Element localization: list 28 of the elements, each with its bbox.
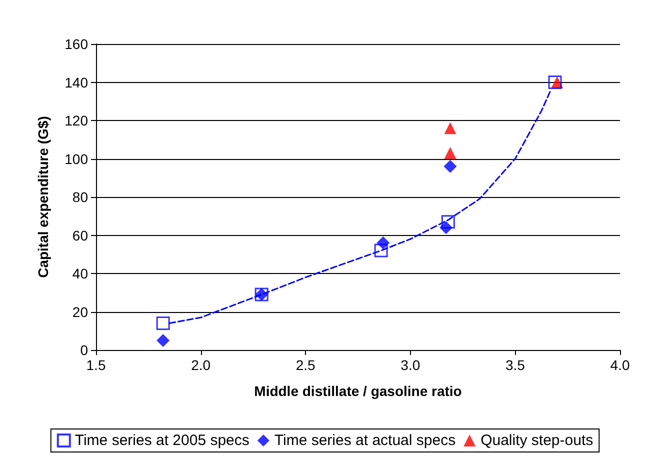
point [548,76,562,89]
legend-label: Time series at actual specs [274,432,456,449]
point [441,215,455,229]
point [444,122,456,134]
y-tick-label: 0 [80,342,88,358]
point [374,244,388,258]
y-tick-label: 100 [64,150,88,167]
x-axis-title: Middle distillate / gasoline ratio [254,383,462,399]
x-tick-label: 1.5 [86,357,106,373]
point [156,334,170,347]
point [444,147,456,160]
point [444,160,457,173]
y-tick-label: 40 [72,266,88,282]
legend-label: Quality step-outs [480,432,594,449]
y-tick-label: 80 [72,189,88,205]
y-tick-label: 140 [64,74,88,90]
y-axis-title: Capital expenditure (G$) [35,116,51,278]
y-tick-label: 60 [72,227,88,244]
x-tick-label: 4.0 [610,357,630,373]
legend-label: Time series at 2005 specs [74,432,250,449]
x-tick-label: 2.0 [191,357,211,373]
y-tick-label: 160 [64,36,88,52]
x-tick-label: 2.5 [296,357,316,373]
point [156,316,170,330]
y-tick-label: 20 [72,304,88,320]
x-tick-label: 3.0 [400,357,420,373]
x-tick-label: 3.5 [505,357,526,373]
y-tick-label: 120 [64,112,88,128]
